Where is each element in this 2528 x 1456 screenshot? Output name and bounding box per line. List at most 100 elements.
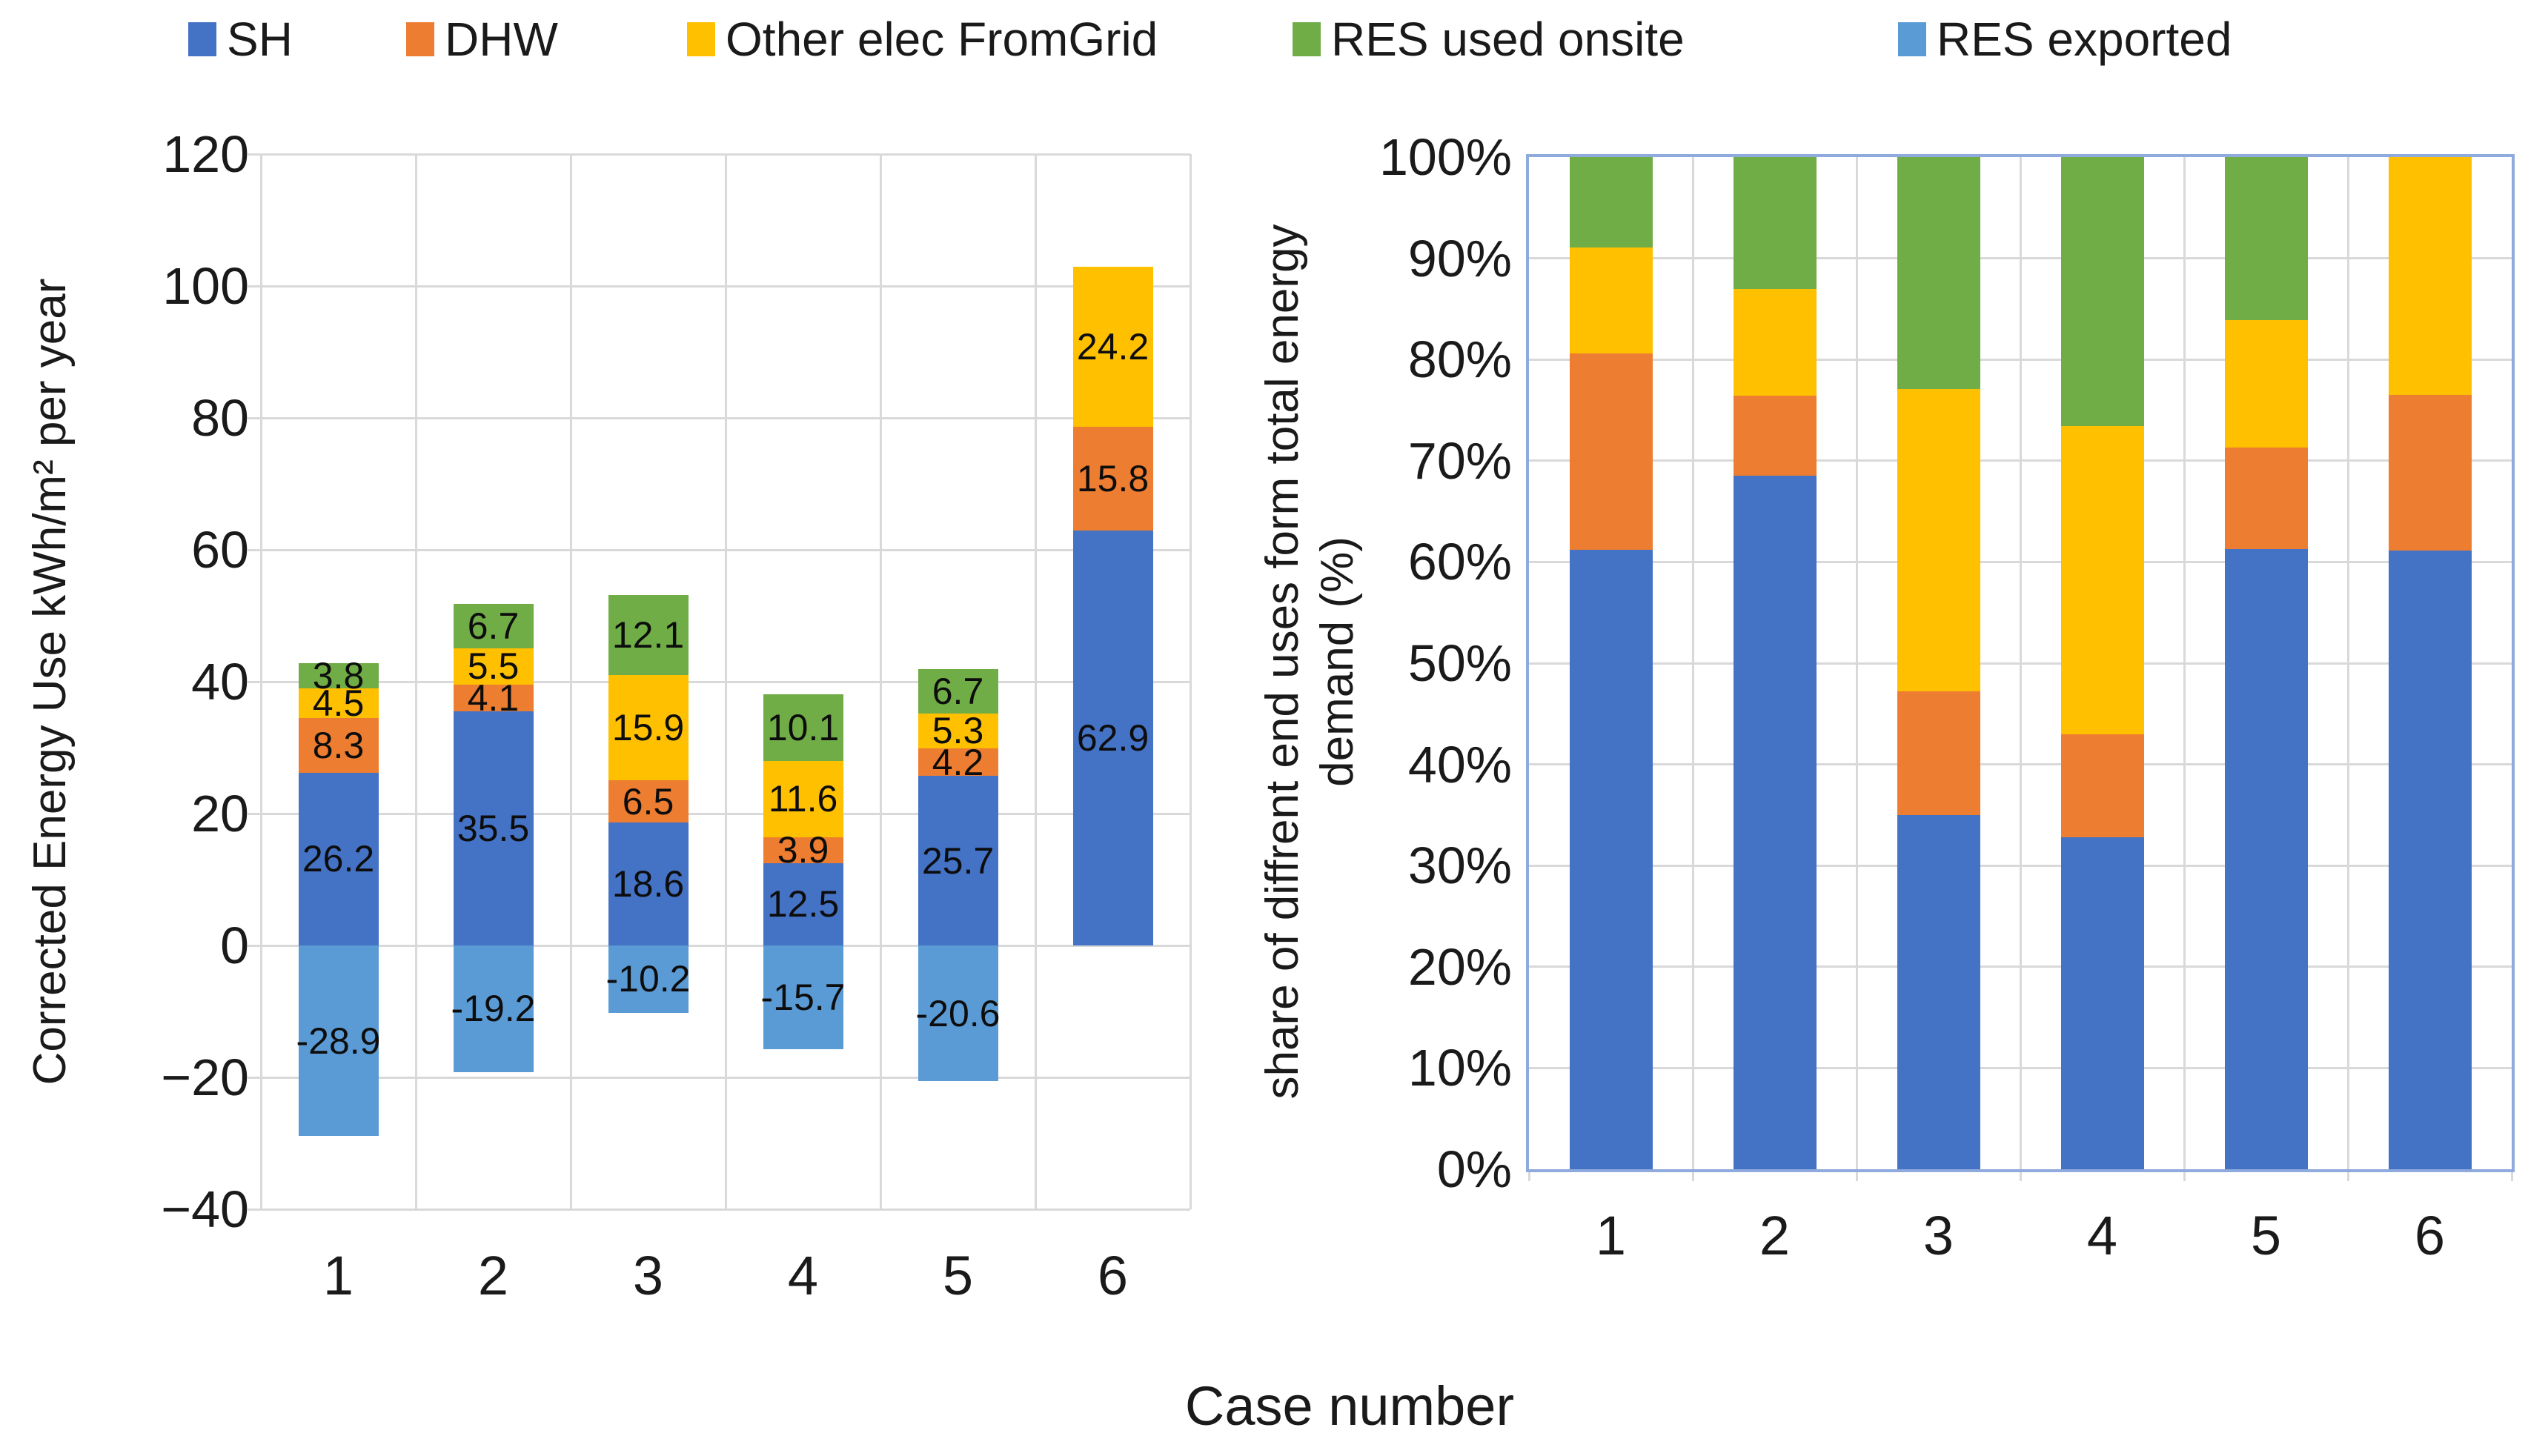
x-category-label: 2 [1759,1205,1791,1266]
bar-segment-sh-case-3 [1897,814,1980,1169]
y-tick-mark [248,416,261,419]
left-y-axis-title: Corrected Energy Use kWh/m² per year [24,278,76,1086]
bar-segment-dhw-case-1 [1569,353,1653,550]
y-tick-label: 80% [1407,330,1512,389]
legend-swatch-sh [188,22,216,56]
bar-value-label: 12.1 [611,614,685,656]
bar-value-label: 4.1 [467,677,520,719]
x-tick-mark [1855,1169,1858,1181]
bar-value-label: 4.2 [932,741,984,783]
y-tick-label: 80 [191,389,249,447]
v-gridline [2346,157,2349,1169]
legend-swatch-dhw [406,22,434,56]
x-category-label: 4 [787,1245,819,1306]
bar-value-label: 18.6 [611,863,685,905]
legend-label-res-exported: RES exported [1937,13,2232,66]
bar-segment-other-elec-fromgrid-case-6 [1072,267,1153,427]
v-gridline [1189,154,1192,1209]
y-tick-label: 60 [191,521,249,579]
bar-segment-sh-case-6 [2388,551,2472,1169]
legend-label-other-elec-fromgrid: Other elec FromGrid [726,13,1158,66]
bar-segment-dhw-case-5 [2224,448,2308,549]
bar-segment-other-elec-fromgrid-case-5 [918,713,998,748]
bar-value-label: 6.5 [622,780,674,822]
bar-segment-other-elec-fromgrid-case-6 [2388,157,2472,395]
bar-value-label: 11.6 [768,778,838,820]
bar-value-label: 24.2 [1076,325,1149,368]
legend-label-dhw: DHW [445,13,558,66]
bar-value-label: 15.8 [1076,457,1149,499]
y-tick-mark [248,1076,261,1079]
y-tick-label: 60% [1407,533,1512,591]
v-gridline [724,154,727,1209]
y-tick-label: 0 [220,917,249,974]
bar-segment-dhw-case-2 [1733,396,1817,476]
bar-value-label: -10.2 [606,958,691,1000]
y-tick-label: 0% [1436,1140,1512,1198]
bar-value-label: 15.9 [611,706,685,748]
x-category-label: 5 [2250,1205,2282,1266]
y-tick-mark [248,548,261,551]
bar-segment-res-exported-case-4 [763,945,843,1049]
v-gridline [569,154,572,1209]
y-tick-mark [248,1208,261,1211]
bar-segment-dhw-case-6 [2388,395,2472,551]
bar-segment-dhw-case-3 [608,779,689,823]
bar-segment-sh-case-2 [1733,476,1817,1169]
bar-value-label: -20.6 [915,992,1001,1034]
bar-segment-dhw-case-2 [453,684,534,712]
bar-segment-sh-case-6 [1072,531,1153,945]
y-tick-label: 40% [1407,735,1512,794]
bar-value-label: 4.5 [312,682,365,724]
bar-segment-sh-case-5 [2224,548,2308,1169]
bar-segment-dhw-case-3 [1897,691,1980,815]
bar-segment-res-exported-case-2 [453,945,534,1072]
v-gridline [1034,154,1037,1209]
bar-segment-res-used-onsite-case-3 [608,595,689,676]
y-tick-label: 90% [1407,229,1512,287]
x-category-label: 2 [477,1245,509,1306]
bar-value-label: 62.9 [1076,717,1149,759]
y-tick-label: 50% [1407,634,1512,692]
bar-segment-other-elec-fromgrid-case-1 [1569,247,1653,353]
x-tick-mark [2346,1169,2349,1181]
bar-segment-sh-case-1 [1569,550,1653,1169]
bar-value-label: 8.3 [312,724,365,766]
legend-label-res-used-onsite: RES used onsite [1331,13,1685,66]
y-tick-mark [248,153,261,156]
v-gridline [2183,157,2186,1169]
y-tick-label: 30% [1407,837,1512,895]
x-category-label: 4 [2086,1205,2118,1266]
bar-segment-other-elec-fromgrid-case-5 [2224,319,2308,448]
bar-value-label: 3.9 [777,829,829,871]
y-tick-label: 100% [1379,128,1512,186]
bar-segment-dhw-case-6 [1072,426,1153,531]
bar-value-label: -28.9 [296,1020,381,1062]
bar-segment-dhw-case-5 [918,748,998,777]
bar-value-label: 3.8 [312,654,365,697]
bar-segment-other-elec-fromgrid-case-4 [763,760,843,838]
bar-segment-res-used-onsite-case-1 [298,663,379,688]
y-tick-label: 20% [1407,937,1512,996]
bar-segment-res-used-onsite-case-1 [1569,157,1653,247]
bar-segment-dhw-case-4 [2060,734,2144,837]
bar-segment-res-used-onsite-case-4 [2060,157,2144,427]
y-tick-label: 20 [191,785,249,842]
bar-segment-res-used-onsite-case-3 [1897,157,1980,389]
bar-value-label: 10.1 [766,706,840,748]
bar-segment-other-elec-fromgrid-case-2 [453,648,534,685]
bar-segment-other-elec-fromgrid-case-3 [1897,388,1980,692]
y-tick-label: 120 [162,125,249,183]
x-category-label: 1 [1595,1205,1627,1266]
v-gridline [879,154,882,1209]
y-tick-mark [248,812,261,815]
legend-swatch-res-used-onsite [1293,22,1321,56]
x-tick-mark [1691,1169,1694,1181]
bar-value-label: 6.7 [467,605,520,647]
bar-segment-res-used-onsite-case-5 [918,669,998,714]
x-axis-title: Case number [1184,1375,1515,1437]
x-category-label: 6 [1097,1245,1129,1306]
bar-segment-other-elec-fromgrid-case-4 [2060,426,2144,734]
bar-segment-res-used-onsite-case-2 [453,603,534,648]
